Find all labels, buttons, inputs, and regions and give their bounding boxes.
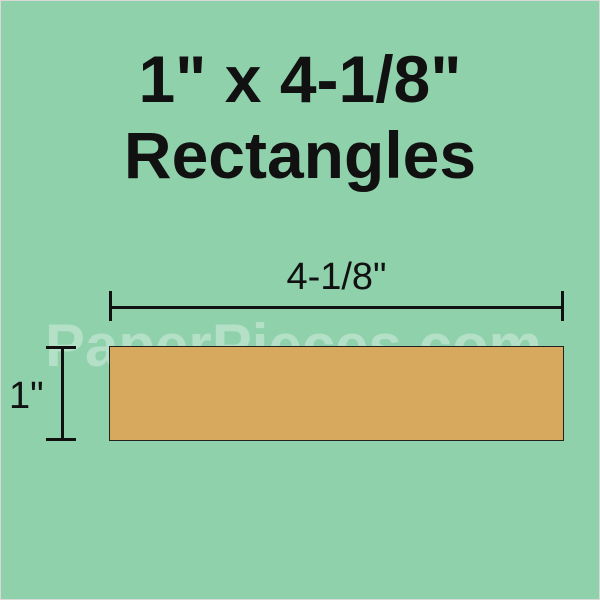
- rectangle-shape: [109, 346, 564, 441]
- title-line-2: Rectangles: [1, 117, 599, 193]
- width-dimension-text: 4-1/8": [286, 256, 386, 298]
- width-dimension-line: [109, 306, 564, 309]
- width-dimension-tick-right: [561, 291, 564, 321]
- height-dimension-tick-top: [46, 346, 76, 349]
- width-dimension-tick-left: [109, 291, 112, 321]
- width-dimension-label: 4-1/8": [109, 256, 564, 299]
- title-text-2: Rectangles: [124, 118, 476, 192]
- height-dimension-tick-bottom: [46, 438, 76, 441]
- diagram-canvas: 1" x 4-1/8" Rectangles PaperPieces.com 4…: [0, 0, 600, 600]
- height-dimension-text: 1": [9, 375, 44, 417]
- title-line-1: 1" x 4-1/8": [1, 41, 599, 117]
- title-text-1: 1" x 4-1/8": [138, 42, 461, 116]
- height-dimension-line: [61, 346, 64, 441]
- height-dimension-label: 1": [9, 375, 44, 418]
